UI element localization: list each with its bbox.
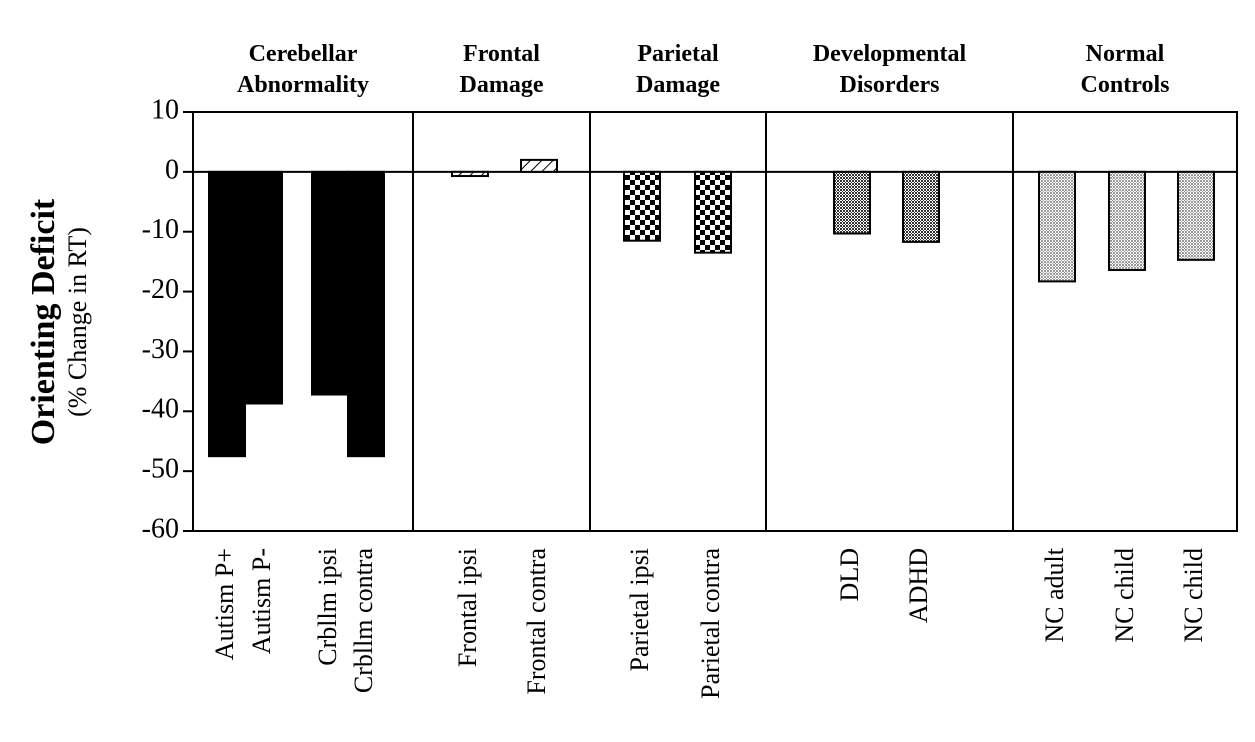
x-tick-label: Parietal ipsi <box>625 548 654 671</box>
y-tick-label: -50 <box>142 454 179 485</box>
bar <box>520 158 558 173</box>
y-tick-label: -10 <box>142 214 179 245</box>
x-tick-label: ADHD <box>904 548 933 623</box>
x-tick-label: Crbllm ipsi <box>313 548 342 666</box>
x-tick-label: Frontal ipsi <box>453 548 482 667</box>
bar <box>451 170 489 178</box>
y-tick-label: -40 <box>142 394 179 425</box>
x-tick-label: Autism P+ <box>210 548 239 660</box>
x-tick-label: NC adult <box>1040 547 1069 642</box>
y-axis-title: Orienting Deficit (% Change in RT) <box>25 198 92 445</box>
bar <box>245 170 283 405</box>
x-tick-label: Crbllm contra <box>349 548 378 694</box>
group-label: Cerebellar Abnormality <box>237 41 369 98</box>
x-tick-label: Parietal contra <box>696 548 725 699</box>
group-label: Developmental Disorders <box>813 41 967 98</box>
y-sublabel: (% Change in RT) <box>63 227 92 417</box>
y-label: Orienting Deficit <box>25 198 62 445</box>
y-tick-label: 10 <box>151 94 179 125</box>
bar <box>208 170 246 458</box>
bar <box>311 170 349 396</box>
bar <box>902 170 940 243</box>
x-tick-label: Frontal contra <box>522 548 551 695</box>
bar <box>1038 170 1076 283</box>
bar <box>347 170 385 458</box>
bar <box>1177 170 1215 261</box>
y-tick-label: 0 <box>165 154 179 185</box>
y-tick-label: -60 <box>142 513 179 544</box>
x-tick-label: DLD <box>835 548 864 601</box>
group-label: Normal Controls <box>1081 41 1170 98</box>
x-tick-label: NC child <box>1110 548 1139 643</box>
x-tick-label: NC child <box>1179 548 1208 643</box>
bar <box>623 170 661 242</box>
bar <box>833 170 871 235</box>
group-label: Frontal Damage <box>460 41 544 98</box>
bar <box>694 170 732 254</box>
plot-frame <box>192 111 1238 532</box>
group-label: Parietal Damage <box>636 41 720 98</box>
y-tick-label: -30 <box>142 334 179 365</box>
x-tick-label: Autism P- <box>247 548 276 654</box>
bar <box>1108 170 1146 272</box>
y-tick-label: -20 <box>142 274 179 305</box>
